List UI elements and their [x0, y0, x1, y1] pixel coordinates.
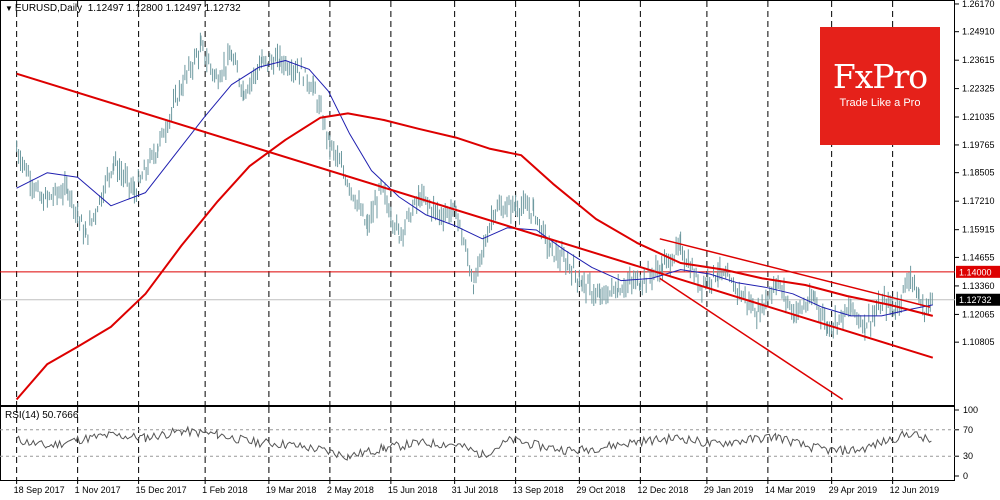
time-tick-label: 12 Jun 2019: [890, 485, 940, 495]
price-tick-label: 1.21035: [962, 112, 995, 122]
time-tick-label: 12 Dec 2018: [637, 485, 688, 495]
rsi-tick-label: 100: [963, 405, 978, 415]
time-tick-label: 31 Jul 2018: [452, 485, 499, 495]
ma-slow-line: [15, 112, 934, 401]
time-tick-label: 1 Feb 2018: [202, 485, 248, 495]
time-tick-label: 29 Jan 2019: [704, 485, 754, 495]
last-price-box: [956, 293, 1000, 306]
channel-upper-line: [659, 238, 931, 308]
time-tick-label: 1 Nov 2017: [75, 485, 121, 495]
level-label-box: [956, 265, 1000, 278]
price-tick-label: 1.24910: [962, 27, 995, 37]
last-price-label: 1.12732: [959, 295, 992, 305]
price-tick-label: 1.12065: [962, 309, 995, 319]
price-tick-label: 1.22325: [962, 84, 995, 94]
level-label: 1.14000: [959, 267, 992, 277]
rsi-series-line: [16, 425, 932, 461]
fxpro-logo: FxPro Trade Like a Pro: [820, 27, 940, 145]
rsi-panel-frame: [0, 406, 955, 481]
channel-lower-line: [659, 277, 844, 401]
price-tick-label: 1.23615: [962, 55, 995, 65]
rsi-tick-label: 0: [963, 471, 968, 481]
time-tick-label: 13 Sep 2018: [513, 485, 564, 495]
price-bars: [16, 32, 933, 341]
rsi-tick-label: 70: [963, 425, 973, 435]
time-tick-label: 15 Jun 2018: [388, 485, 438, 495]
time-tick-label: 15 Dec 2017: [136, 485, 187, 495]
price-tick-label: 1.14655: [962, 252, 995, 262]
chart-header: ▼ EURUSD,Daily 1.12497 1.12800 1.12497 1.…: [5, 3, 241, 14]
price-tick-label: 1.17210: [962, 196, 995, 206]
price-tick-label: 1.19765: [962, 140, 995, 150]
price-tick-label: 1.13360: [962, 281, 995, 291]
time-tick-label: 29 Apr 2019: [829, 485, 878, 495]
time-tick-label: 14 Mar 2019: [765, 485, 816, 495]
rsi-tick-label: 30: [963, 451, 973, 461]
time-tick-label: 29 Oct 2018: [576, 485, 625, 495]
ohlc-values: 1.12497 1.12800 1.12497 1.12732: [87, 3, 241, 14]
price-tick-label: 1.10805: [962, 337, 995, 347]
time-tick-label: 2 May 2018: [327, 485, 374, 495]
dropdown-arrow-icon[interactable]: ▼: [5, 4, 13, 13]
time-tick-label: 18 Sep 2017: [14, 485, 65, 495]
rsi-header: RSI(14) 50.7666: [5, 410, 79, 421]
long-trendline: [16, 72, 934, 359]
time-tick-label: 19 Mar 2018: [266, 485, 317, 495]
ma-fast-line: [16, 60, 933, 317]
logo-tagline: Trade Like a Pro: [839, 97, 921, 109]
logo-brand: FxPro: [832, 57, 928, 96]
symbol-label: EURUSD,Daily: [14, 3, 83, 14]
price-tick-label: 1.26170: [962, 0, 995, 9]
price-tick-label: 1.15915: [962, 225, 995, 235]
rsi-line: [16, 425, 932, 461]
price-tick-label: 1.18505: [962, 168, 995, 178]
main-panel-frame: [0, 0, 955, 406]
